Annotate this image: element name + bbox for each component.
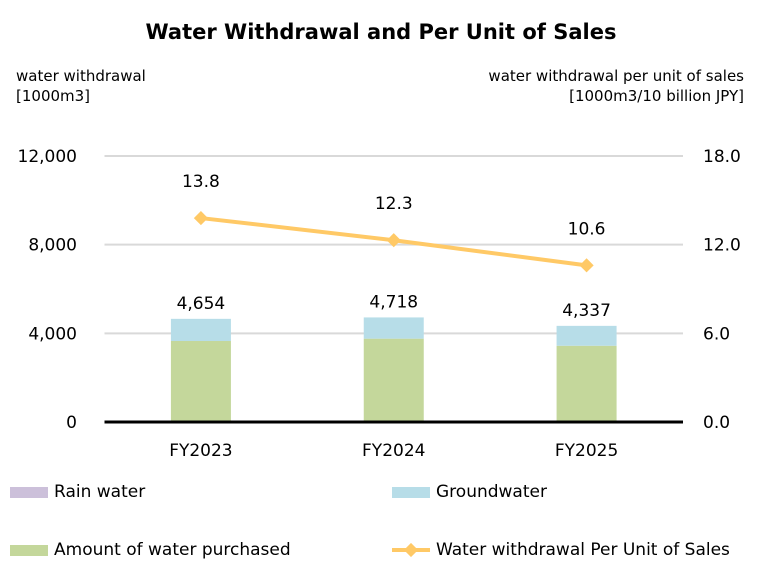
bar-segment [556,325,617,346]
bar-total-label: 4,337 [562,301,611,321]
bar-segment [363,317,424,339]
line-marker [386,233,401,248]
right-axis-title-line1: water withdrawal per unit of sales [488,67,744,85]
left-tick-label: 4,000 [28,324,77,344]
bar-segment [363,338,424,422]
category-label: FY2023 [169,441,232,461]
legend-per-unit-line: Water withdrawal Per Unit of Sales [392,540,730,560]
legend-swatch [10,544,48,556]
left-axis-title: water withdrawal [1000m3] [16,66,146,106]
left-axis-title-line1: water withdrawal [16,67,146,85]
chart-title: Water Withdrawal and Per Unit of Sales [145,20,617,44]
line-data-label: 13.8 [182,172,220,192]
bar-segment [556,345,617,422]
bar-total-label: 4,718 [369,292,418,312]
right-tick-label: 12.0 [703,236,741,256]
legend-label: Rain water [54,482,146,502]
category-label: FY2024 [362,441,425,461]
line-data-label: 10.6 [568,219,606,239]
bar-segment [170,341,231,422]
left-tick-label: 0 [66,413,77,433]
legend-label: Water withdrawal Per Unit of Sales [436,540,730,560]
right-axis-title: water withdrawal per unit of sales [1000… [488,66,744,106]
line-marker [579,258,594,273]
right-tick-label: 0.0 [703,413,730,433]
legend-water-purchased: Amount of water purchased [10,540,291,560]
legend-line-marker [392,543,430,557]
legend-label: Amount of water purchased [54,540,291,560]
right-axis-title-line2: [1000m3/10 billion JPY] [569,87,744,105]
legend-rain-water: Rain water [10,482,145,502]
legend-label: Groundwater [436,482,547,502]
right-tick-label: 18.0 [703,147,741,167]
legend-groundwater: Groundwater [392,482,547,502]
bar-total-label: 4,654 [177,294,226,314]
left-tick-label: 12,000 [18,147,77,167]
line-marker [193,210,208,226]
bar-segment [170,318,231,342]
right-tick-label: 6.0 [703,324,730,344]
legend-swatch [10,486,48,498]
left-tick-label: 8,000 [28,236,77,256]
legend-swatch [392,486,430,498]
line-data-label: 12.3 [375,194,413,214]
left-axis-title-line2: [1000m3] [16,87,91,105]
category-label: FY2025 [555,441,618,461]
